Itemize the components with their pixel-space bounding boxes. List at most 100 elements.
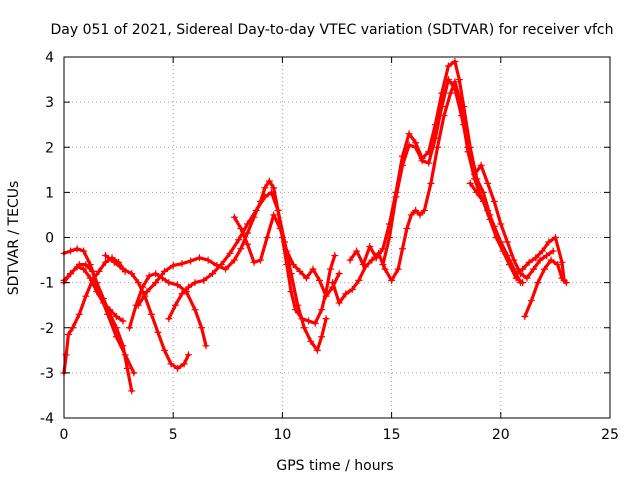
- data-point-marker: [88, 267, 96, 275]
- data-point-marker: [342, 290, 350, 298]
- data-point-marker: [394, 265, 402, 273]
- data-point-marker: [431, 134, 439, 142]
- data-point-marker: [353, 247, 361, 255]
- data-point-marker: [455, 76, 463, 84]
- data-point-marker: [69, 324, 77, 332]
- data-point-marker: [506, 261, 514, 269]
- data-point-marker: [243, 229, 251, 237]
- data-point-marker: [235, 236, 243, 244]
- data-point-marker: [230, 256, 238, 264]
- data-point-marker: [174, 364, 182, 372]
- data-point-marker: [497, 220, 505, 228]
- data-point-marker: [226, 249, 234, 257]
- data-point-marker: [457, 112, 465, 120]
- data-point-marker: [479, 188, 487, 196]
- data-point-marker: [152, 270, 160, 278]
- axis-ticks: 0 5 10 15 20 25 -4 -3 -2 -1 0 1 2 3 4: [40, 50, 619, 443]
- series-arc-12-markers: [379, 76, 557, 282]
- data-point-marker: [538, 247, 546, 255]
- data-point-marker: [250, 258, 258, 266]
- data-point-marker: [412, 143, 420, 151]
- data-point-marker: [399, 245, 407, 253]
- data-point-marker: [519, 265, 527, 273]
- x-tick-label: 20: [492, 427, 510, 443]
- data-point-marker: [313, 346, 321, 354]
- data-point-marker: [366, 243, 374, 251]
- series-arc-14-markers: [521, 256, 570, 320]
- data-point-marker: [80, 247, 88, 255]
- data-point-marker: [169, 261, 177, 269]
- data-point-marker: [484, 179, 492, 187]
- data-point-marker: [198, 324, 206, 332]
- data-point-marker: [385, 234, 393, 241]
- data-point-marker: [294, 301, 302, 309]
- data-point-marker: [309, 265, 317, 273]
- data-point-marker: [525, 258, 533, 266]
- series-arc-9-markers: [230, 211, 343, 300]
- data-point-marker: [300, 324, 308, 332]
- data-point-marker: [82, 261, 90, 269]
- data-point-marker: [202, 342, 210, 350]
- data-point-marker: [174, 281, 182, 289]
- data-point-marker: [460, 103, 468, 111]
- series-arc-12: [381, 78, 555, 280]
- data-point-marker: [527, 297, 535, 305]
- data-point-marker: [200, 276, 208, 284]
- y-axis-label: SDTVAR / TECUs: [6, 181, 22, 296]
- data-point-marker: [75, 310, 83, 318]
- data-point-marker: [128, 270, 136, 278]
- data-point-marker: [128, 387, 136, 395]
- data-point-marker: [112, 312, 120, 320]
- data-point-marker: [267, 188, 275, 196]
- data-point-marker: [126, 324, 134, 332]
- data-point-marker: [134, 279, 142, 287]
- data-point-marker: [204, 256, 212, 264]
- data-point-marker: [322, 315, 330, 323]
- data-point-marker: [562, 279, 570, 287]
- data-point-marker: [346, 256, 354, 264]
- data-point-marker: [191, 279, 199, 287]
- series-arc-5: [103, 253, 191, 370]
- data-point-marker: [519, 279, 527, 287]
- data-point-marker: [276, 224, 284, 232]
- series-arc-13: [468, 181, 566, 282]
- series-arc-14: [523, 258, 568, 319]
- data-point-marker: [154, 328, 162, 336]
- data-point-marker: [543, 252, 551, 260]
- data-point-marker: [302, 274, 310, 282]
- data-point-marker: [381, 265, 389, 273]
- data-point-marker: [305, 317, 313, 325]
- data-point-marker: [335, 270, 343, 278]
- y-tick-label: 2: [45, 140, 54, 156]
- data-point-marker: [532, 254, 540, 262]
- data-point-marker: [492, 234, 500, 241]
- data-point-marker: [73, 245, 81, 253]
- data-point-marker: [521, 312, 529, 320]
- data-point-marker: [420, 206, 428, 214]
- data-point-marker: [418, 157, 426, 165]
- data-point-marker: [318, 306, 326, 314]
- data-point-marker: [444, 76, 452, 84]
- data-point-marker: [160, 346, 168, 354]
- data-point-marker: [209, 270, 217, 278]
- data-point-marker: [123, 364, 131, 372]
- data-point-marker: [101, 252, 109, 260]
- data-point-marker: [283, 247, 291, 255]
- data-point-marker: [412, 206, 420, 214]
- data-point-marker: [355, 276, 363, 284]
- data-point-marker: [503, 238, 511, 246]
- series-arc-7: [136, 179, 337, 325]
- data-point-marker: [86, 274, 94, 282]
- data-point-marker: [318, 333, 326, 341]
- data-point-marker: [257, 256, 265, 264]
- data-point-marker: [178, 260, 186, 268]
- data-point-marker: [180, 360, 188, 368]
- data-point-marker: [392, 193, 400, 201]
- data-point-marker: [554, 261, 562, 269]
- data-point-marker: [139, 283, 147, 291]
- data-point-marker: [152, 279, 160, 287]
- data-point-marker: [403, 224, 411, 232]
- series-arc-5-markers: [101, 252, 192, 372]
- x-tick-label: 10: [273, 427, 291, 443]
- data-point-marker: [106, 306, 114, 314]
